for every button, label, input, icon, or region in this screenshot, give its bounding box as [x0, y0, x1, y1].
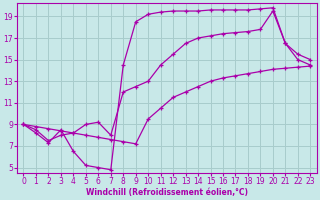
- X-axis label: Windchill (Refroidissement éolien,°C): Windchill (Refroidissement éolien,°C): [86, 188, 248, 197]
